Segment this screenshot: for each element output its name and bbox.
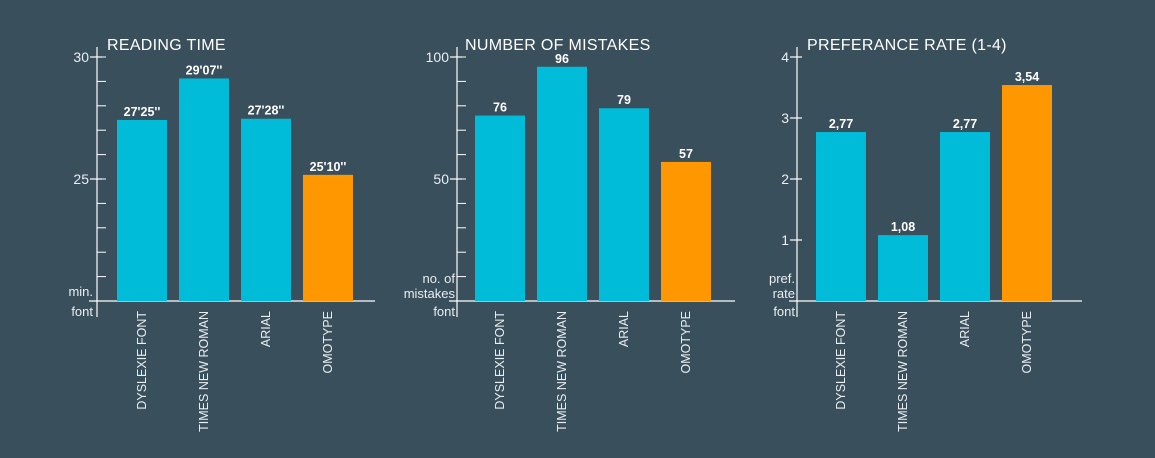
- y-unit-label: mistakes: [404, 286, 456, 301]
- bar-times-new-roman: [537, 66, 587, 301]
- data-label: 25'10'': [310, 160, 347, 174]
- data-label: 29'07'': [186, 63, 223, 77]
- x-category-label: TIMES NEW ROMAN: [197, 311, 211, 432]
- bar-arial: [940, 132, 990, 301]
- y-tick-label: 1: [781, 232, 789, 248]
- x-category-label: ARIAL: [259, 311, 273, 347]
- bar-arial: [241, 118, 291, 302]
- chart-panel-1: READING TIME 25 30 min. font 27'25'' DYSLEXIE …: [68, 37, 375, 432]
- y-unit-label: no. of: [422, 271, 455, 286]
- x-category-label: TIMES NEW ROMAN: [896, 311, 910, 432]
- data-label: 1,08: [891, 220, 915, 234]
- data-label: 2,77: [829, 117, 853, 131]
- bar-dyslexie-font: [117, 119, 167, 302]
- data-label: 96: [555, 52, 569, 66]
- bar-arial: [599, 108, 649, 302]
- x-category-label: TIMES NEW ROMAN: [555, 311, 569, 432]
- x-category-label: ARIAL: [617, 311, 631, 347]
- x-category-label: ARIAL: [958, 311, 972, 347]
- chart-title: READING TIME: [107, 37, 226, 54]
- y-tick-label: 4: [781, 49, 789, 65]
- y-tick-label: 3: [781, 110, 789, 126]
- bar-times-new-roman: [878, 235, 928, 301]
- y-tick-label: 50: [433, 171, 449, 187]
- data-label: 2,77: [953, 117, 977, 131]
- x-category-label: OMOTYPE: [679, 311, 693, 374]
- chart-panel-3: PREFERANCE RATE (1-4) 1 2 3 4 pref.rate font 2,…: [769, 37, 1082, 432]
- bar-dyslexie-font: [475, 115, 525, 301]
- bar-times-new-roman: [179, 78, 229, 301]
- y-tick-label: 2: [781, 171, 789, 187]
- bar-omotype: [303, 174, 353, 301]
- y-unit-label: pref.: [769, 271, 795, 286]
- chart-title: NUMBER OF MISTAKES: [465, 37, 651, 54]
- data-label: 3,54: [1015, 70, 1039, 84]
- x-category-label: DYSLEXIE FONT: [135, 311, 149, 410]
- y-tick-label: 30: [73, 49, 89, 65]
- data-label: 76: [493, 101, 507, 115]
- y-tick-label: 100: [426, 49, 450, 65]
- x-category-label: OMOTYPE: [1020, 311, 1034, 374]
- x-category-label: DYSLEXIE FONT: [493, 311, 507, 410]
- data-label: 27'25'': [124, 105, 161, 119]
- bar-dyslexie-font: [816, 132, 866, 301]
- data-label: 79: [617, 93, 631, 107]
- data-label: 27'28'': [248, 104, 285, 118]
- x-category-label: DYSLEXIE FONT: [834, 311, 848, 410]
- chart-title: PREFERANCE RATE (1-4): [807, 37, 1007, 54]
- x-unit-label: font: [773, 304, 795, 319]
- y-tick-label: 25: [73, 171, 89, 187]
- bar-omotype: [661, 161, 711, 301]
- x-unit-label: font: [71, 304, 93, 319]
- x-category-label: OMOTYPE: [321, 311, 335, 374]
- y-unit-label: min.: [68, 284, 93, 299]
- y-unit-label: rate: [773, 286, 795, 301]
- x-unit-label: font: [433, 304, 455, 319]
- data-label: 57: [679, 147, 693, 161]
- bar-omotype: [1002, 85, 1052, 301]
